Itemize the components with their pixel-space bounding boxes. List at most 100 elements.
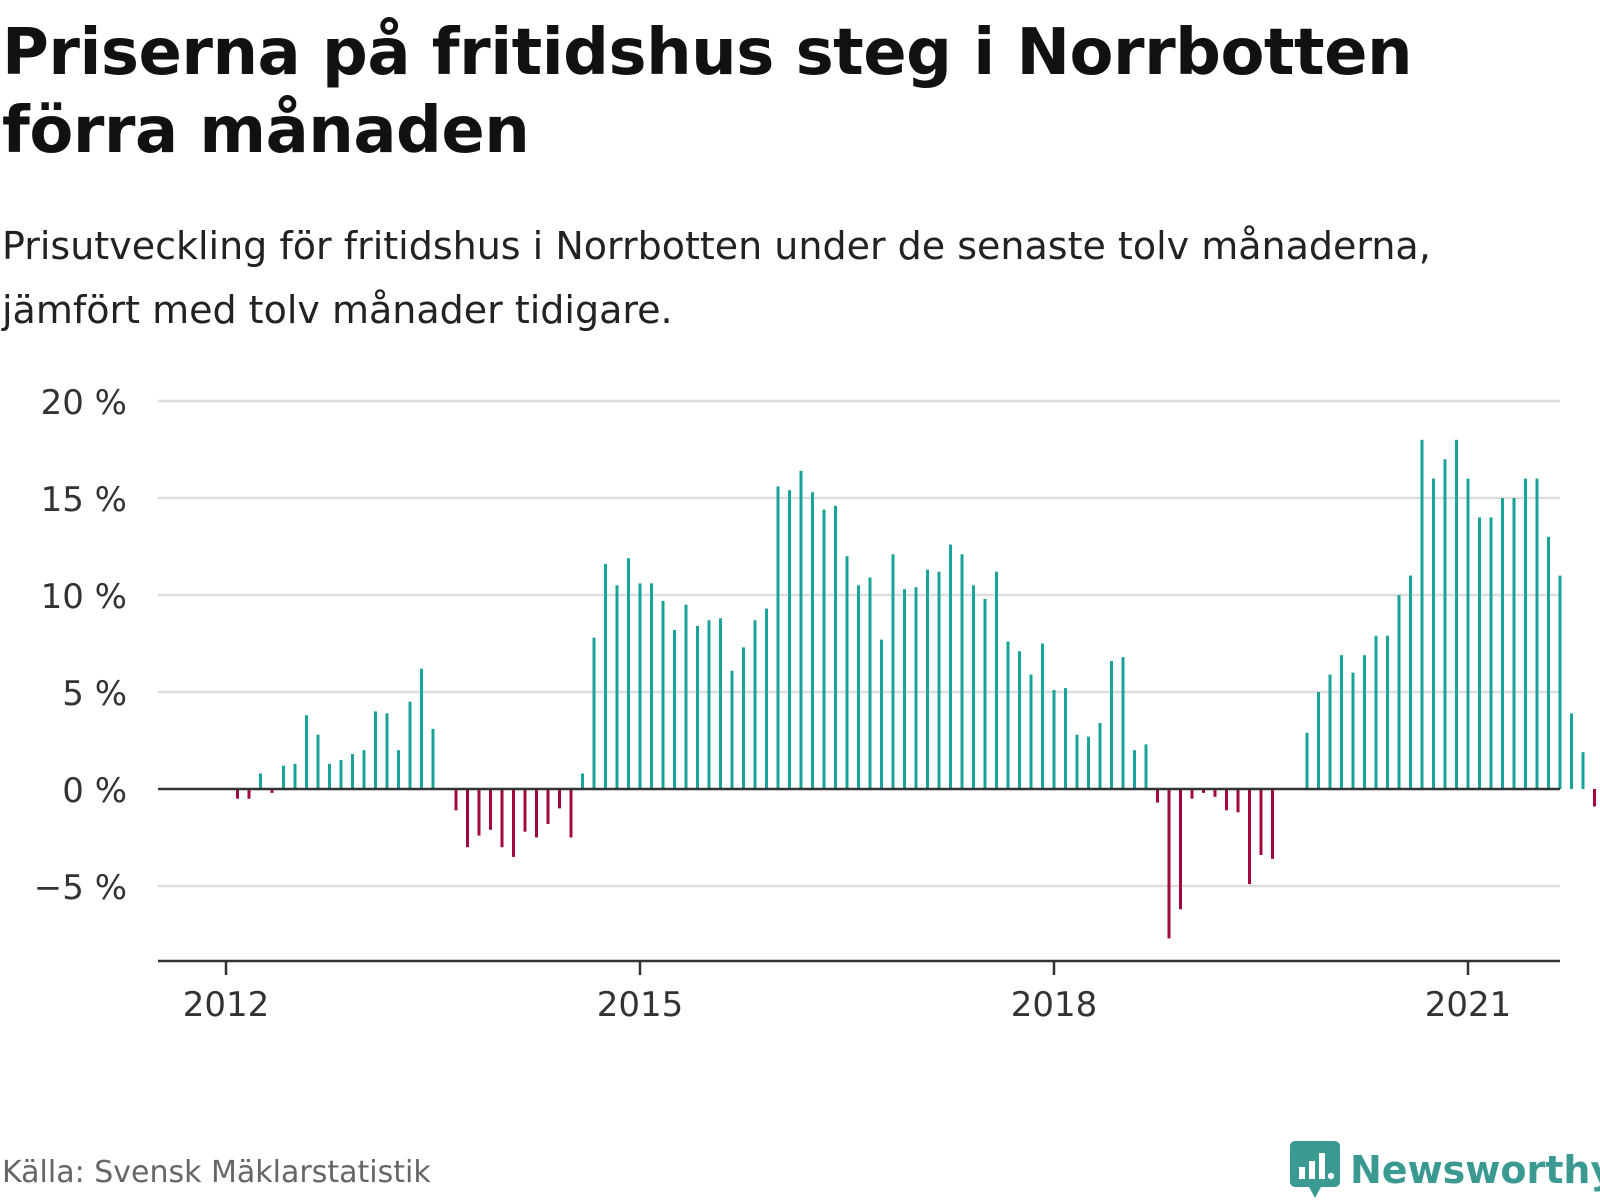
bar xyxy=(316,734,320,789)
bar xyxy=(1041,643,1044,789)
bar xyxy=(1098,723,1102,789)
bar xyxy=(1248,789,1251,885)
bar xyxy=(1328,674,1332,789)
bar xyxy=(500,789,504,848)
bar xyxy=(730,670,734,789)
bar xyxy=(776,486,780,789)
bar xyxy=(569,789,573,838)
y-tick-label: 5 % xyxy=(62,674,127,714)
bar xyxy=(1018,651,1021,789)
bar xyxy=(673,629,676,789)
brand-logo[interactable]: Newsworthy xyxy=(1290,1140,1600,1200)
bar xyxy=(845,556,849,789)
bar xyxy=(558,789,561,809)
bar xyxy=(765,608,768,789)
bar xyxy=(684,604,688,789)
bar xyxy=(1535,478,1539,789)
bar xyxy=(1340,655,1343,789)
bar xyxy=(1087,736,1090,789)
chart-subtitle: Prisutveckling för fritidshus i Norrbott… xyxy=(2,224,1431,332)
bar xyxy=(1179,789,1182,910)
bar xyxy=(546,789,550,824)
bar xyxy=(627,558,630,789)
bar xyxy=(1305,732,1309,789)
bar xyxy=(397,750,400,789)
bar xyxy=(1236,789,1240,813)
bar xyxy=(834,505,837,789)
bar xyxy=(1190,789,1194,799)
bar xyxy=(1144,744,1148,789)
bar xyxy=(1351,672,1355,789)
bar xyxy=(270,789,274,793)
bar xyxy=(1466,478,1470,789)
bar xyxy=(926,569,929,789)
bar xyxy=(1547,536,1550,789)
bar xyxy=(661,600,665,789)
brand-name: Newsworthy xyxy=(1350,1148,1600,1192)
bar xyxy=(328,763,331,789)
bar xyxy=(1420,439,1424,789)
bar xyxy=(1213,789,1217,797)
bar xyxy=(1501,498,1504,789)
bar xyxy=(236,789,239,799)
bar xyxy=(489,789,492,830)
bar xyxy=(983,598,987,789)
bar xyxy=(1121,657,1125,789)
bar xyxy=(903,589,906,789)
bar xyxy=(305,715,308,789)
axes xyxy=(158,787,1560,963)
bar xyxy=(1225,789,1228,811)
bar xyxy=(282,765,285,789)
bar xyxy=(351,754,354,789)
bar xyxy=(1512,498,1516,789)
bar xyxy=(1259,789,1263,855)
bar xyxy=(592,637,596,789)
x-tick-label: 2018 xyxy=(1011,985,1098,1025)
bar xyxy=(466,789,469,848)
bar xyxy=(696,626,699,789)
bar xyxy=(638,583,642,789)
bar xyxy=(707,620,711,789)
bar xyxy=(949,544,952,789)
bar xyxy=(1271,789,1274,859)
bar xyxy=(431,728,435,789)
bar xyxy=(1455,439,1458,789)
bar xyxy=(1478,517,1481,789)
bar xyxy=(1363,655,1366,789)
bar xyxy=(868,577,872,789)
bar xyxy=(960,554,964,789)
y-tick-label: 10 % xyxy=(41,577,127,617)
bar xyxy=(995,571,998,789)
x-axis-ticks: 20122015201820212023 xyxy=(183,961,1512,1025)
bar xyxy=(788,490,791,789)
y-tick-label: −5 % xyxy=(34,868,127,908)
y-axis-ticks: −5 % 0 % 5 % 10 % 15 % 20 % xyxy=(34,383,127,908)
bar xyxy=(1524,478,1527,789)
x-tick-label: 2021 xyxy=(1425,985,1512,1025)
bar xyxy=(512,789,515,857)
bar xyxy=(1006,641,1010,789)
bar xyxy=(1558,575,1562,789)
bar xyxy=(650,583,653,789)
bar xyxy=(1570,713,1573,789)
bar xyxy=(615,585,619,789)
bar xyxy=(362,750,366,789)
bar xyxy=(742,647,745,789)
source-note: Källa: Svensk Mäklarstatistik xyxy=(2,1155,431,1190)
bar xyxy=(753,620,757,789)
bar xyxy=(408,701,412,789)
bar xyxy=(420,668,423,789)
chart-title: Priserna på fritidshus steg i Norrbotten… xyxy=(2,16,1413,168)
bar xyxy=(454,789,458,811)
bar xyxy=(1409,575,1412,789)
bar xyxy=(604,563,607,789)
bar-chart: −5 % 0 % 5 % 10 % 15 % 20 % 2012 2015 2018 2021 2… xyxy=(34,383,1596,1025)
bar xyxy=(799,470,803,789)
bar xyxy=(914,587,918,789)
y-tick-label: 0 % xyxy=(62,771,127,811)
bar xyxy=(1593,789,1596,807)
bar xyxy=(1064,688,1067,789)
bar xyxy=(1110,660,1113,789)
bar xyxy=(1052,690,1056,789)
newsworthy-logo-icon xyxy=(1290,1141,1340,1198)
